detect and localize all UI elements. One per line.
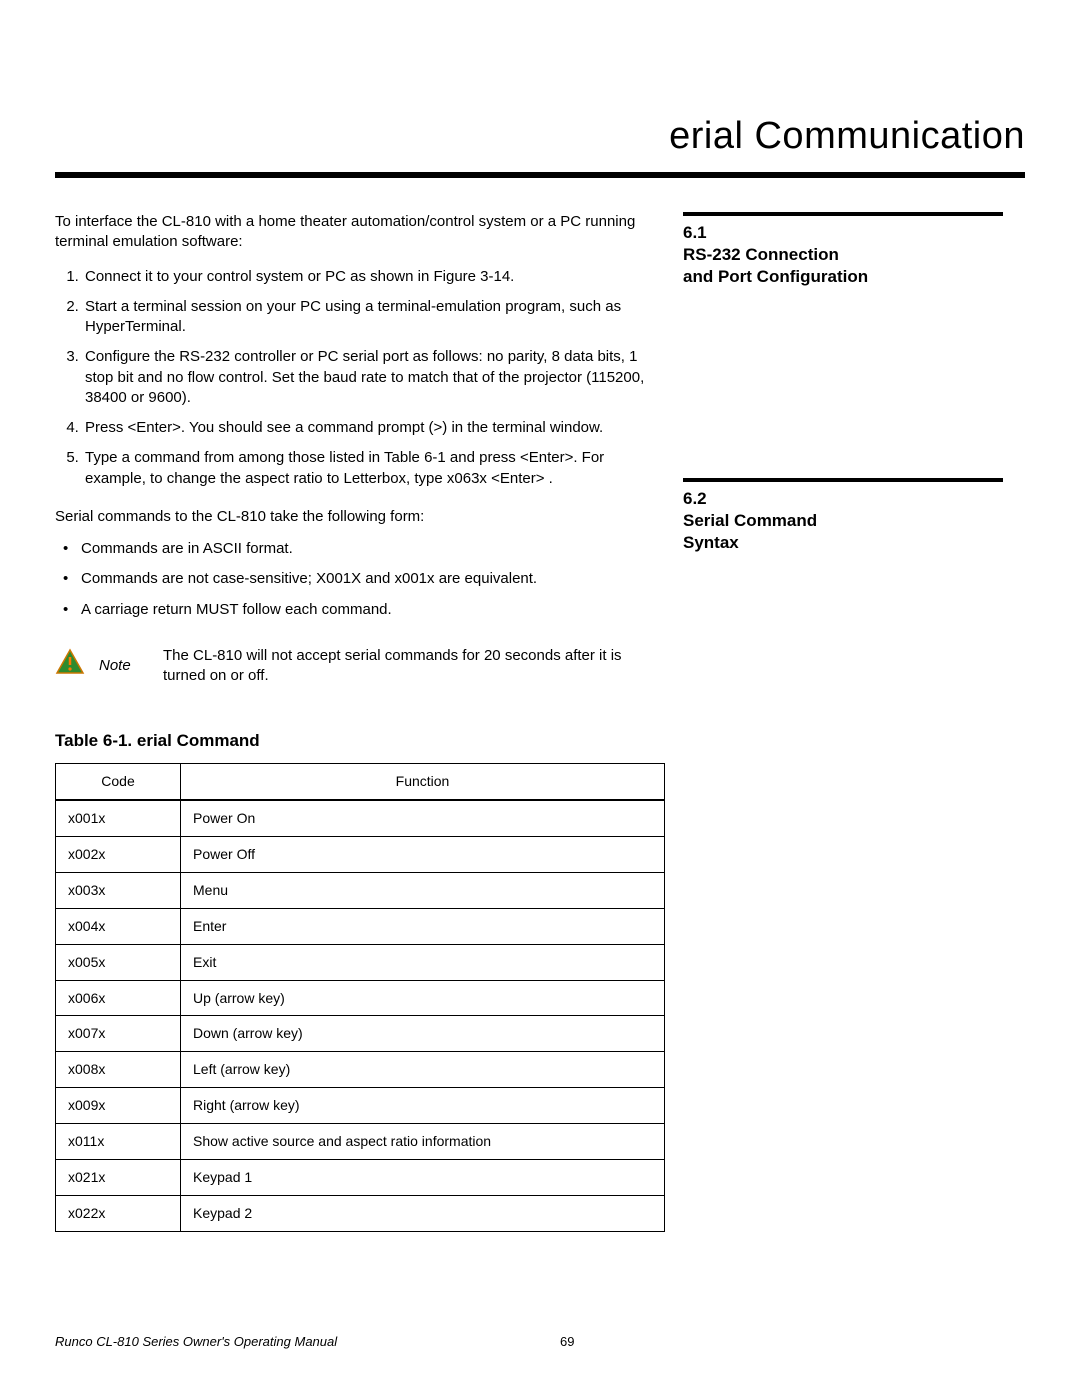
- note-block: Note The CL-810 will not accept serial c…: [55, 646, 665, 687]
- table-row: x021xKeypad 1: [56, 1159, 665, 1195]
- cell-func: Show active source and aspect ratio info…: [181, 1124, 665, 1160]
- footer-text: Runco CL-810 Series Owner's Operating Ma…: [55, 1334, 337, 1349]
- table-row: x003xMenu: [56, 872, 665, 908]
- cell-code: x008x: [56, 1052, 181, 1088]
- table-header-row: Code Function: [56, 764, 665, 800]
- table-caption: Table 6-1. erial Command: [55, 730, 665, 753]
- bullet-3: A carriage return MUST follow each comma…: [63, 600, 665, 620]
- cell-func: Menu: [181, 872, 665, 908]
- section-6-1: 6.1 RS-232 Connection and Port Configura…: [683, 212, 1003, 288]
- step-4: Press <Enter>. You should see a command …: [83, 418, 665, 438]
- page: erial Communication To interface the CL-…: [0, 0, 1080, 1232]
- step-5: Type a command from among those listed i…: [83, 448, 665, 489]
- section-rule: [683, 212, 1003, 216]
- table-row: x001xPower On: [56, 800, 665, 836]
- header-function: Function: [181, 764, 665, 800]
- section-number: 6.2: [683, 488, 1003, 510]
- cell-func: Enter: [181, 908, 665, 944]
- cell-code: x002x: [56, 836, 181, 872]
- table-row: x007xDown (arrow key): [56, 1016, 665, 1052]
- cell-code: x005x: [56, 944, 181, 980]
- cell-code: x021x: [56, 1159, 181, 1195]
- warning-icon: [55, 648, 85, 682]
- cell-func: Power Off: [181, 836, 665, 872]
- table-row: x002xPower Off: [56, 836, 665, 872]
- note-label: Note: [99, 656, 149, 676]
- section-rule: [683, 478, 1003, 482]
- table-row: x006xUp (arrow key): [56, 980, 665, 1016]
- cell-code: x011x: [56, 1124, 181, 1160]
- cell-func: Left (arrow key): [181, 1052, 665, 1088]
- cell-code: x004x: [56, 908, 181, 944]
- table-row: x011xShow active source and aspect ratio…: [56, 1124, 665, 1160]
- table-row: x004xEnter: [56, 908, 665, 944]
- cell-func: Exit: [181, 944, 665, 980]
- section-title-line2: and Port Configuration: [683, 266, 1003, 288]
- section-number: 6.1: [683, 222, 1003, 244]
- header-code: Code: [56, 764, 181, 800]
- cell-code: x001x: [56, 800, 181, 836]
- content-wrap: To interface the CL-810 with a home thea…: [55, 212, 1025, 1232]
- cell-func: Keypad 2: [181, 1195, 665, 1231]
- table-row: x022xKeypad 2: [56, 1195, 665, 1231]
- section-title-line1: Serial Command: [683, 510, 1003, 532]
- syntax-intro: Serial commands to the CL-810 take the f…: [55, 507, 665, 527]
- page-number: 69: [560, 1334, 574, 1349]
- step-2: Start a terminal session on your PC usin…: [83, 297, 665, 338]
- steps-list: Connect it to your control system or PC …: [55, 267, 665, 489]
- title-rule: [55, 172, 1025, 178]
- table-row: x005xExit: [56, 944, 665, 980]
- table-row: x008xLeft (arrow key): [56, 1052, 665, 1088]
- cell-func: Down (arrow key): [181, 1016, 665, 1052]
- bullet-1: Commands are in ASCII format.: [63, 539, 665, 559]
- step-1: Connect it to your control system or PC …: [83, 267, 665, 287]
- serial-command-table: Code Function x001xPower On x002xPower O…: [55, 763, 665, 1232]
- cell-func: Keypad 1: [181, 1159, 665, 1195]
- table-row: x009xRight (arrow key): [56, 1088, 665, 1124]
- section-6-2: 6.2 Serial Command Syntax: [683, 478, 1003, 554]
- step-3: Configure the RS-232 controller or PC se…: [83, 347, 665, 408]
- section-title-line2: Syntax: [683, 532, 1003, 554]
- chapter-title: erial Communication: [55, 115, 1025, 158]
- cell-code: x007x: [56, 1016, 181, 1052]
- cell-code: x009x: [56, 1088, 181, 1124]
- cell-func: Up (arrow key): [181, 980, 665, 1016]
- bullet-list: Commands are in ASCII format. Commands a…: [55, 539, 665, 620]
- note-text: The CL-810 will not accept serial comman…: [163, 646, 665, 687]
- side-column: 6.1 RS-232 Connection and Port Configura…: [683, 212, 1003, 1232]
- cell-code: x006x: [56, 980, 181, 1016]
- cell-func: Right (arrow key): [181, 1088, 665, 1124]
- cell-code: x003x: [56, 872, 181, 908]
- bullet-2: Commands are not case-sensitive; X001X a…: [63, 569, 665, 589]
- section-title-line1: RS-232 Connection: [683, 244, 1003, 266]
- intro-text: To interface the CL-810 with a home thea…: [55, 212, 665, 253]
- cell-func: Power On: [181, 800, 665, 836]
- cell-code: x022x: [56, 1195, 181, 1231]
- main-column: To interface the CL-810 with a home thea…: [55, 212, 665, 1232]
